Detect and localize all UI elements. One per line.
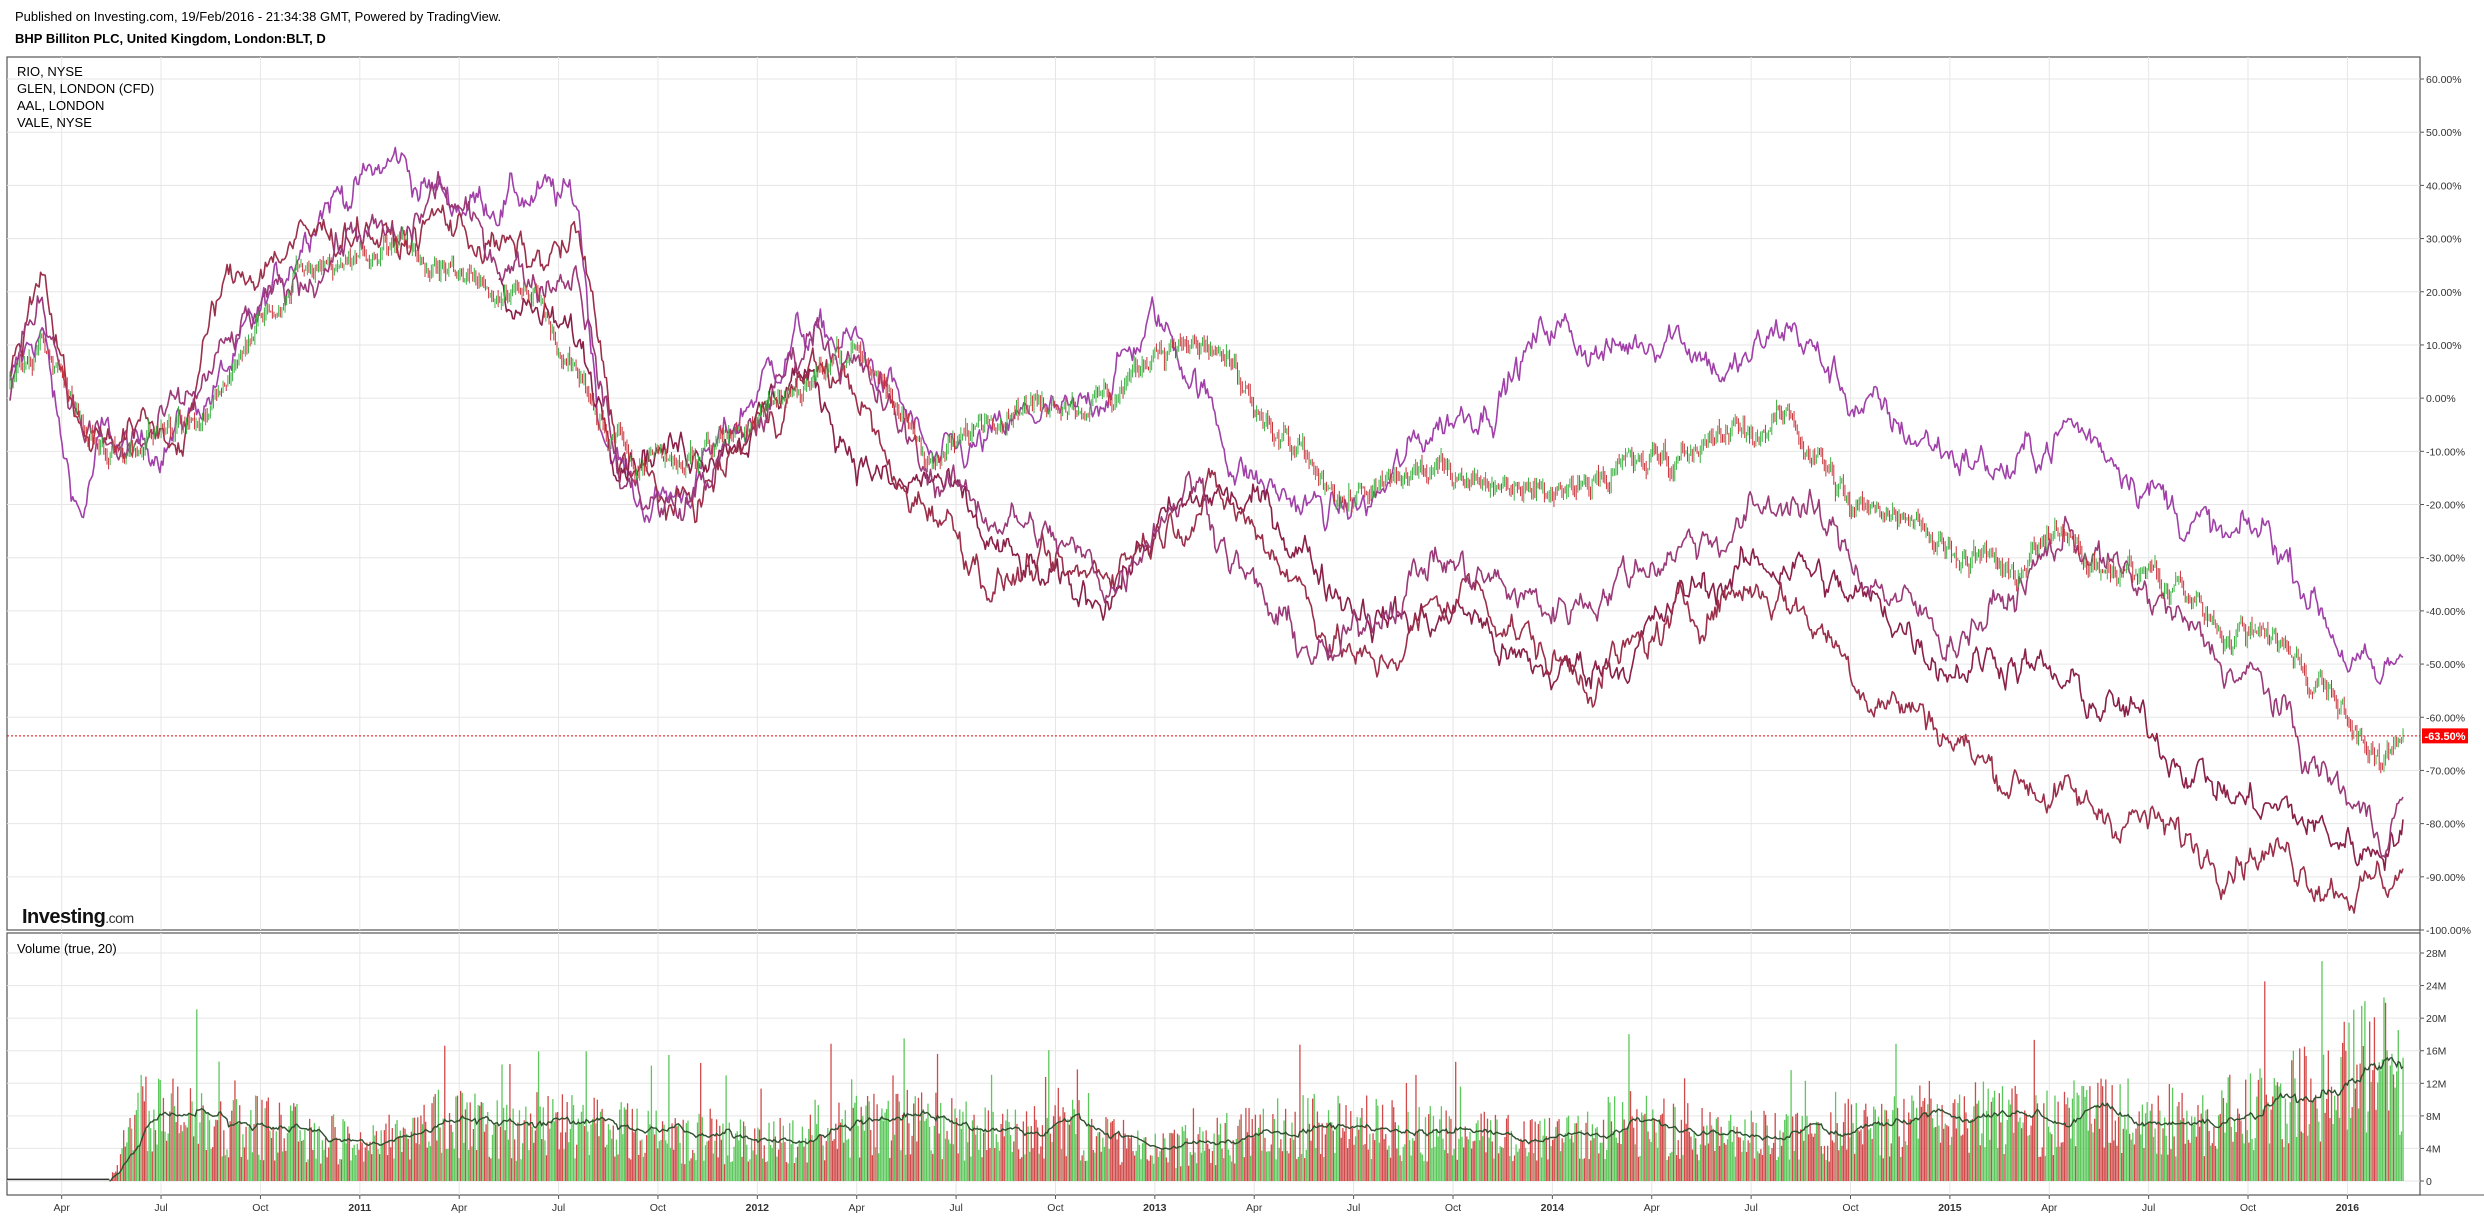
x-tick-label: Oct — [1445, 1202, 1461, 1214]
x-tick-label: Jul — [1347, 1202, 1360, 1214]
series-line-4 — [9, 170, 2404, 858]
x-tick-label: Oct — [252, 1202, 268, 1214]
x-tick-label: Apr — [2041, 1202, 2058, 1214]
y-tick-label: -10.00% — [2426, 446, 2465, 458]
x-tick-label: Apr — [54, 1202, 71, 1214]
y-tick-label: 60.00% — [2426, 74, 2462, 86]
investing-logo: Investing.com — [22, 906, 134, 928]
x-tick-label: Jul — [949, 1202, 962, 1214]
x-tick-label: 2014 — [1541, 1202, 1565, 1214]
last-value-text: -63.50% — [2425, 731, 2466, 743]
last-value-badge-bg — [2422, 728, 2468, 744]
legend-item-aal: AAL, LONDON — [17, 98, 104, 113]
y-tick-label: -20.00% — [2426, 500, 2465, 512]
x-tick-label: Jul — [1744, 1202, 1757, 1214]
x-tick-label: Jul — [154, 1202, 167, 1214]
volume-tick-label: 8M — [2426, 1111, 2441, 1123]
legend-item-vale: VALE, NYSE — [17, 115, 92, 130]
legend: RIO, NYSE GLEN, LONDON (CFD) AAL, LONDON… — [17, 64, 154, 130]
x-tick-label: Oct — [2240, 1202, 2256, 1214]
x-tick-label: Oct — [1047, 1202, 1063, 1214]
main-pane-frame — [6, 56, 2421, 931]
y-tick-label: 10.00% — [2426, 340, 2462, 352]
x-tick-label: 2011 — [348, 1202, 371, 1214]
x-tick-label: Jul — [2142, 1202, 2155, 1214]
volume-indicator-label: Volume (true, 20) — [17, 941, 117, 956]
y-tick-label: -80.00% — [2426, 819, 2465, 831]
x-tick-label: Oct — [1842, 1202, 1858, 1214]
volume-tick-label: 20M — [2426, 1013, 2446, 1025]
volume-tick-label: 24M — [2426, 981, 2446, 993]
y-tick-label: 40.00% — [2426, 180, 2462, 192]
legend-item-rio: RIO, NYSE — [17, 64, 83, 79]
published-note: Published on Investing.com, 19/Feb/2016 … — [15, 9, 502, 24]
x-tick-label: 2012 — [746, 1202, 770, 1214]
series-lines — [9, 146, 2404, 914]
y-tick-label: -40.00% — [2426, 606, 2465, 618]
legend-item-glen: GLEN, LONDON (CFD) — [17, 81, 154, 96]
chart-title: BHP Billiton PLC, United Kingdom, London… — [15, 31, 326, 46]
volume-tick-label: 28M — [2426, 948, 2446, 960]
y-tick-label: 20.00% — [2426, 287, 2462, 299]
y-tick-label: -60.00% — [2426, 712, 2465, 724]
y-tick-label: 50.00% — [2426, 127, 2462, 139]
volume-ma-line — [109, 1056, 2404, 1182]
y-tick-label: -100.00% — [2426, 925, 2471, 937]
y-tick-label: -70.00% — [2426, 765, 2465, 777]
price-candles — [9, 226, 2404, 774]
x-tick-label: Apr — [1246, 1202, 1263, 1214]
logo-brand: Investing — [22, 906, 105, 928]
x-tick-label: Jul — [552, 1202, 565, 1214]
x-tick-label: Apr — [1644, 1202, 1661, 1214]
x-tick-label: Apr — [849, 1202, 866, 1214]
volume-tick-label: 4M — [2426, 1143, 2441, 1155]
y-tick-label: 30.00% — [2426, 234, 2462, 246]
x-tick-label: Apr — [451, 1202, 468, 1214]
y-tick-label: -50.00% — [2426, 659, 2465, 671]
y-tick-label: -90.00% — [2426, 872, 2465, 884]
y-tick-label: 0.00% — [2426, 393, 2456, 405]
series-line-1 — [9, 146, 2404, 685]
series-line-2 — [498, 276, 2404, 872]
x-tick-label: 2013 — [1143, 1202, 1167, 1214]
x-tick-label: Oct — [650, 1202, 666, 1214]
x-tick-label: 2015 — [1938, 1202, 1962, 1214]
x-tick-label: 2016 — [2336, 1202, 2360, 1214]
y-tick-label: -30.00% — [2426, 553, 2465, 565]
grid-layer — [7, 57, 2420, 1195]
volume-tick-label: 0 — [2426, 1176, 2432, 1188]
axis-labels: 60.00% 50.00% 40.00% 30.00% 20.00% 10.00% 0.00… — [54, 74, 2471, 1214]
series-line-3 — [9, 204, 2404, 914]
last-value-badge: -63.50% — [2422, 728, 2468, 744]
volume-tick-label: 16M — [2426, 1046, 2446, 1058]
volume-bars — [7, 961, 2404, 1182]
volume-tick-label: 12M — [2426, 1078, 2446, 1090]
svg-text:Investing.com: Investing.com — [22, 906, 134, 928]
logo-suffix: .com — [105, 910, 133, 926]
